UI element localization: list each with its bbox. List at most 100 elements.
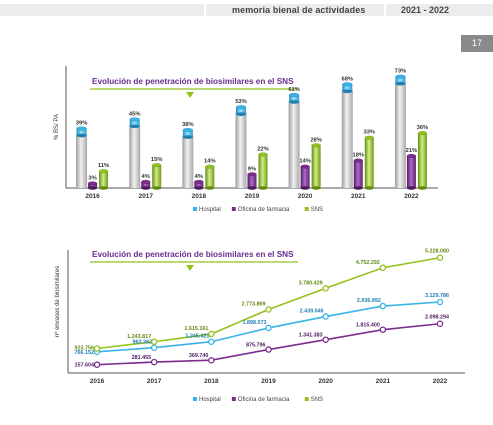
bar-bottom <box>406 186 416 190</box>
data-point <box>379 326 387 333</box>
bar-bottom <box>364 186 374 190</box>
x-tick-label: 2016 <box>90 378 105 385</box>
bar-top <box>395 74 406 79</box>
data-label: 28% <box>310 137 322 143</box>
data-label: 2.439.046 <box>300 309 324 315</box>
document-years: 2021 - 2022 <box>401 5 450 15</box>
x-tick-label: 2021 <box>351 193 366 200</box>
bar-top <box>258 152 268 157</box>
top-bar-segment-right <box>386 4 493 16</box>
data-point <box>436 254 444 261</box>
data-label: 923.756 <box>75 346 95 352</box>
bar-bottom <box>99 186 109 190</box>
data-label: 2.098.294 <box>425 315 449 321</box>
x-tick-label: 2017 <box>147 378 162 385</box>
bar-top <box>141 179 151 184</box>
data-point <box>265 346 272 353</box>
data-label: 18% <box>352 153 364 159</box>
data-label: 22% <box>257 146 269 152</box>
bar-oficina-de-farmacia <box>353 160 363 188</box>
data-label: 4% <box>195 174 203 180</box>
bar-sns <box>152 165 162 188</box>
bar-bottom <box>152 186 162 190</box>
bar-bottom <box>353 186 363 190</box>
data-point <box>93 361 101 368</box>
data-point <box>208 330 215 338</box>
bar-top <box>311 143 321 148</box>
bar-hospital <box>342 84 353 92</box>
bar-bottom <box>300 186 310 190</box>
title-arrow-icon <box>186 92 194 98</box>
legend-label: Oficina de farmacia <box>238 207 290 213</box>
data-point <box>436 298 444 306</box>
bar-hospital <box>236 107 246 115</box>
data-point <box>436 320 444 327</box>
bar-bottom <box>194 186 204 190</box>
bar-top <box>194 179 204 184</box>
data-point <box>208 356 215 364</box>
data-label: 1.245.421 <box>185 334 209 340</box>
data-label: 14% <box>204 159 216 165</box>
bar-bottom <box>129 124 140 129</box>
legend-swatch <box>193 397 197 401</box>
data-label: 4% <box>142 174 150 180</box>
data-point <box>322 336 329 343</box>
x-tick-label: 2019 <box>261 378 276 385</box>
bar-sns <box>311 145 321 188</box>
data-point <box>322 313 329 320</box>
data-label: 53% <box>235 99 247 105</box>
data-label: 73% <box>395 69 407 75</box>
x-tick-label: 2018 <box>204 378 219 385</box>
bar-bottom <box>236 112 246 116</box>
data-label: 21% <box>406 148 418 154</box>
x-tick-label: 2021 <box>376 378 391 385</box>
data-label: 369.740 <box>189 353 209 359</box>
bar-top <box>300 164 310 169</box>
top-bar-segment-left <box>0 4 204 16</box>
title-arrow-icon <box>186 265 194 271</box>
bar-hospital <box>76 128 87 136</box>
data-point <box>379 264 387 272</box>
x-tick-label: 2017 <box>138 193 153 200</box>
data-label: 157.604 <box>75 363 95 369</box>
bar-top <box>353 158 363 163</box>
bar-background <box>394 82 406 188</box>
bar-hospital <box>129 119 140 127</box>
data-point <box>208 338 215 345</box>
bar-hospital <box>395 76 406 84</box>
data-label: 1.243.817 <box>127 334 151 340</box>
legend-label: Hospital <box>199 207 221 213</box>
bar-top <box>205 164 215 169</box>
data-label: 68% <box>341 76 353 82</box>
legend-swatch <box>304 207 309 211</box>
bar-oficina-de-farmacia <box>300 166 310 188</box>
data-label: 36% <box>417 125 429 131</box>
data-point <box>379 302 387 310</box>
x-tick-label: 2022 <box>404 193 419 200</box>
data-label: 61% <box>288 87 300 93</box>
bar-background <box>129 125 141 188</box>
bar-sns <box>417 133 427 188</box>
bar-oficina-de-farmacia <box>247 174 257 188</box>
bar-oficina-de-farmacia <box>88 183 98 188</box>
bar-bottom <box>141 186 151 190</box>
bar-top <box>98 169 109 174</box>
data-label: 766.152 <box>75 350 95 356</box>
x-tick-label: 2016 <box>85 193 100 200</box>
legend-label: Oficina de farmacia <box>238 397 290 403</box>
data-label: 3% <box>88 175 96 181</box>
data-label: 14% <box>299 159 311 165</box>
legend-swatch <box>193 207 197 211</box>
bar-bottom <box>247 186 257 190</box>
y-axis-label: % BS/ PA <box>54 114 60 140</box>
x-tick-label: 2018 <box>192 193 207 200</box>
data-label: 45% <box>129 111 141 117</box>
bar-top <box>152 163 162 168</box>
bar-background <box>288 100 300 188</box>
data-label: 4.752.292 <box>356 260 380 266</box>
bar-top <box>342 82 353 87</box>
legend-swatch <box>231 207 236 211</box>
x-tick-label: 2020 <box>298 193 313 200</box>
